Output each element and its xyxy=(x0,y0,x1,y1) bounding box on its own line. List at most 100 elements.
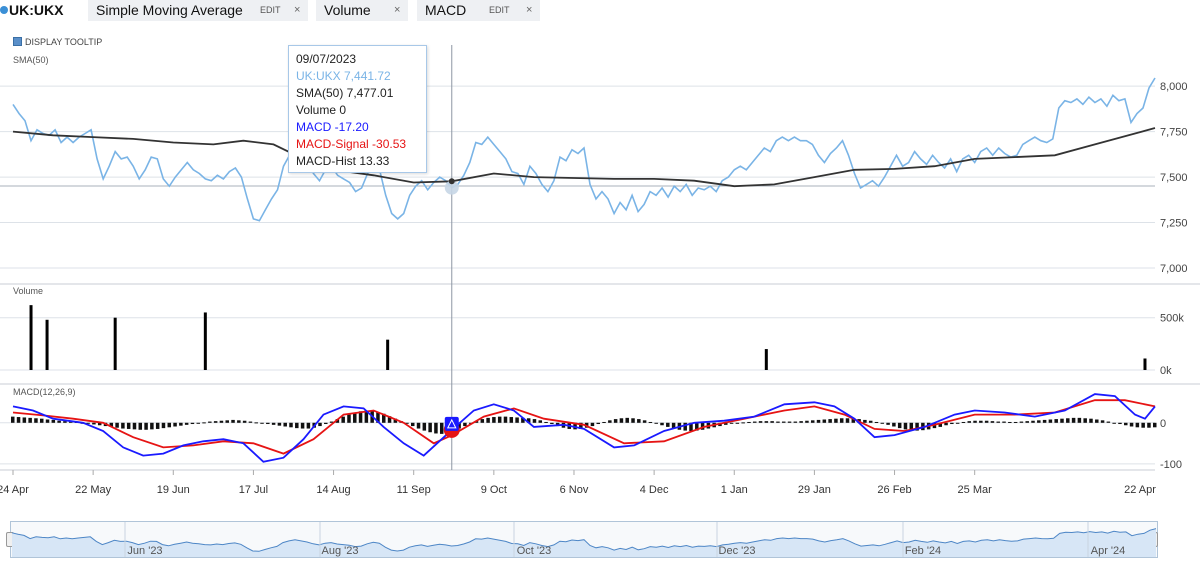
macd-hist-bar xyxy=(666,422,670,427)
macd-hist-bar xyxy=(538,420,543,423)
x-tick-label: 9 Oct xyxy=(481,484,507,496)
macd-edit-button[interactable]: EDIT xyxy=(489,5,510,15)
macd-hist-bar xyxy=(324,422,328,425)
price-ytick-label: 7,750 xyxy=(1160,127,1188,139)
volume-panel-title: Volume xyxy=(13,286,43,296)
x-tick-label: 26 Feb xyxy=(877,484,911,496)
navigator-label: Oct '23 xyxy=(517,545,552,557)
macd-hist-bar xyxy=(967,421,971,423)
macd-panel-title: MACD(12,26,9) xyxy=(13,387,76,397)
macd-hist-bar xyxy=(358,411,363,423)
price-panel: 8,000 7,750 7,500 7,250 7,000 xyxy=(0,77,1188,275)
sma-line xyxy=(12,127,1156,188)
macd-hist-bar xyxy=(115,422,119,428)
macd-hist-bar xyxy=(550,422,554,425)
macd-hist-bar xyxy=(45,419,50,423)
tab-sma-label: Simple Moving Average xyxy=(96,2,243,18)
macd-hist-bar xyxy=(353,412,357,423)
macd-hist-bar xyxy=(660,422,664,426)
x-tick-label: 4 Dec xyxy=(640,484,669,496)
tab-volume[interactable]: Volume × xyxy=(316,0,408,21)
macd-hist-bar xyxy=(271,422,276,425)
macd-hist-bar xyxy=(231,419,235,423)
macd-hist-bar xyxy=(1025,421,1029,423)
macd-hist-bar xyxy=(642,420,647,423)
macd-hist-bar xyxy=(121,422,125,429)
macd-hist-bar xyxy=(22,417,27,423)
macd-hist-bar xyxy=(700,422,705,430)
macd-hist-bar xyxy=(457,422,461,429)
price-ytick-label: 7,500 xyxy=(1160,172,1188,184)
macd-hist-bar xyxy=(903,422,908,430)
macd-hist-bar xyxy=(851,418,856,423)
volume-bar xyxy=(45,319,49,370)
macd-ytick-label: -100 xyxy=(1160,459,1182,471)
macd-hist-bar xyxy=(503,416,508,423)
macd-hist-bar xyxy=(979,420,983,423)
macd-hist-bar xyxy=(735,422,740,424)
macd-hist-bar xyxy=(1153,422,1157,428)
tab-macd-label: MACD xyxy=(425,2,467,18)
macd-hist-bar xyxy=(729,422,734,424)
indicator-tab-bar: UK:UKX Simple Moving Average EDIT × Volu… xyxy=(0,0,1200,22)
tab-simple-moving-average[interactable]: Simple Moving Average EDIT × xyxy=(88,0,308,21)
x-tick-label-last: 22 Apr xyxy=(1124,484,1156,496)
macd-hist-bar xyxy=(1089,418,1093,423)
macd-hist-bar xyxy=(781,421,786,423)
volume-panel: 500k 0k xyxy=(0,305,1184,377)
macd-hist-bar xyxy=(86,422,90,424)
macd-hist-bar xyxy=(1141,422,1145,428)
macd-hist-bar xyxy=(34,418,38,423)
x-tick-label: 19 Jun xyxy=(157,484,190,496)
macd-hist-bar xyxy=(387,416,392,423)
macd-hist-bar xyxy=(990,421,995,423)
navigator-area xyxy=(12,528,1156,557)
macd-hist-bar xyxy=(579,422,583,429)
macd-hist-bar xyxy=(613,419,618,423)
macd-hist-bar xyxy=(335,419,340,423)
price-ytick-label: 7,000 xyxy=(1160,263,1188,275)
tooltip-sma: SMA(50) 7,477.01 xyxy=(296,86,394,100)
macd-hist-bar xyxy=(915,422,919,431)
x-tick-label: 24 Apr xyxy=(0,484,29,496)
macd-hist-bar xyxy=(1118,422,1122,425)
macd-hist-bar xyxy=(521,417,525,423)
macd-hist-bar xyxy=(1124,422,1128,426)
checkbox-icon[interactable] xyxy=(13,37,22,46)
tab-macd[interactable]: MACD EDIT × xyxy=(417,0,540,21)
grid-lines: SMA(50) Volume MACD(12,26,9) xyxy=(0,55,1200,471)
sma-close-icon[interactable]: × xyxy=(294,4,301,16)
macd-hist-bar xyxy=(219,420,224,423)
macd-hist-bar xyxy=(822,419,827,423)
macd-hist-bar xyxy=(1060,418,1064,423)
macd-hist-bar xyxy=(944,422,948,426)
volume-close-icon[interactable]: × xyxy=(394,4,401,16)
macd-hist-bar xyxy=(237,420,241,423)
macd-hist-bar xyxy=(242,420,247,423)
macd-hist-bar xyxy=(28,417,32,423)
macd-hist-bar xyxy=(138,422,143,430)
macd-close-icon[interactable]: × xyxy=(526,4,533,16)
price-ytick-label: 8,000 xyxy=(1160,81,1188,93)
tab-ukx[interactable]: UK:UKX xyxy=(0,0,80,21)
macd-hist-bar xyxy=(1019,421,1024,423)
macd-hist-bar xyxy=(654,422,658,424)
macd-hist-bar xyxy=(1135,422,1140,428)
display-tooltip-toggle[interactable]: DISPLAY TOOLTIP xyxy=(13,36,102,48)
macd-signal-line xyxy=(12,399,1156,455)
macd-hist-bar xyxy=(608,420,612,423)
display-tooltip-label: DISPLAY TOOLTIP xyxy=(25,37,103,47)
macd-hist-bar xyxy=(689,422,693,431)
macd-hist-bar xyxy=(897,422,902,429)
macd-hist-bar xyxy=(51,419,56,423)
macd-hist-bar xyxy=(590,422,595,427)
sma-edit-button[interactable]: EDIT xyxy=(260,5,281,15)
macd-hist-bar xyxy=(631,418,635,423)
macd-hist-bar xyxy=(486,417,490,423)
macd-hist-bar xyxy=(364,410,369,423)
macd-hist-bar xyxy=(184,422,189,425)
macd-hist-bar xyxy=(648,421,653,423)
macd-hist-bar xyxy=(428,422,432,433)
macd-hist-bar xyxy=(376,412,380,423)
